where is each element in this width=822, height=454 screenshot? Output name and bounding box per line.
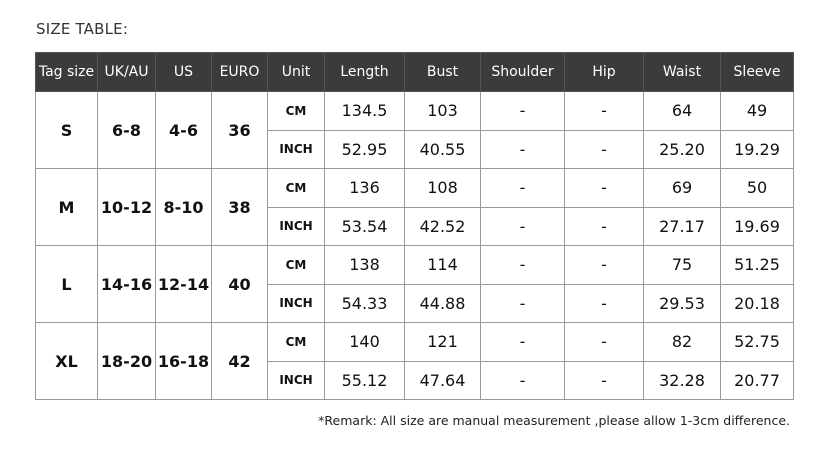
measurement-cell: - — [480, 245, 565, 285]
measurement-cell: 69 — [643, 168, 721, 208]
measurement-cell: 20.77 — [720, 360, 794, 400]
table-row: L 14-16 12-14 40 CM 138 114- -75 51.25 — [35, 245, 794, 323]
size-euro-cell: 36 — [211, 91, 268, 169]
measurement-cell: 114 — [404, 245, 481, 285]
size-tag-cell: S — [35, 91, 98, 169]
unit-cell: CM — [267, 168, 325, 208]
column-header: Bust — [404, 52, 481, 92]
size-tag-cell: M — [35, 168, 98, 246]
measurement-cell: 136 — [324, 168, 405, 208]
measurement-cell: 75 — [643, 245, 721, 285]
size-uk-cell: 6-8 — [97, 91, 156, 169]
measurement-cell: 134.5 — [324, 91, 405, 131]
unit-cell: CM — [267, 245, 325, 285]
size-uk-cell: 14-16 — [97, 245, 156, 323]
measurement-cell: 140 — [324, 322, 405, 362]
measurement-cell: 42.52 — [404, 206, 481, 246]
measurement-cell: - — [564, 360, 644, 400]
size-us-cell: 12-14 — [155, 245, 212, 323]
table-row: INCH 53.54 42.52- -27.17 19.69 — [36, 206, 794, 246]
column-header: Waist — [643, 52, 721, 92]
page-title: SIZE TABLE: — [36, 20, 129, 38]
size-euro-cell: 38 — [211, 168, 268, 246]
measurement-cell: - — [480, 129, 565, 169]
unit-cell: CM — [267, 91, 325, 131]
column-header: US — [155, 52, 212, 92]
column-header: Length — [324, 52, 405, 92]
column-header: UK/AU — [97, 52, 156, 92]
measurement-cell: 54.33 — [324, 283, 405, 323]
unit-cell: INCH — [267, 360, 325, 400]
table-row: INCH 52.95 40.55- -25.20 19.29 — [36, 129, 794, 169]
column-header: EURO — [211, 52, 268, 92]
measurement-cell: 55.12 — [324, 360, 405, 400]
size-table: Tag size UK/AU US EURO Unit Length Bust Shoulde… — [35, 52, 794, 400]
measurement-cell: 50 — [720, 168, 794, 208]
column-header: Hip — [564, 52, 644, 92]
measurement-cell: - — [564, 168, 644, 208]
measurement-cell: 64 — [643, 91, 721, 131]
unit-cell: INCH — [267, 206, 325, 246]
column-header: Tag size — [35, 52, 98, 92]
column-header: Sleeve — [720, 52, 794, 92]
measurement-cell: 19.69 — [720, 206, 794, 246]
measurement-cell: - — [564, 91, 644, 131]
measurement-cell: 52.75 — [720, 322, 794, 362]
measurement-cell: - — [564, 129, 644, 169]
measurement-cell: - — [480, 206, 565, 246]
measurement-cell: - — [564, 322, 644, 362]
measurement-cell: - — [564, 283, 644, 323]
measurement-cell: 27.17 — [643, 206, 721, 246]
table-row: M 10-12 8-10 38 CM 136 108- -69 50 — [35, 168, 794, 246]
measurement-cell: 25.20 — [643, 129, 721, 169]
measurement-cell: 52.95 — [324, 129, 405, 169]
measurement-cell: 108 — [404, 168, 481, 208]
unit-cell: INCH — [267, 283, 325, 323]
size-us-cell: 8-10 — [155, 168, 212, 246]
measurement-cell: 82 — [643, 322, 721, 362]
measurement-cell: 53.54 — [324, 206, 405, 246]
size-uk-cell: 18-20 — [97, 322, 156, 400]
table-row: INCH 55.12 47.64- -32.28 20.77 — [36, 360, 794, 400]
measurement-cell: 47.64 — [404, 360, 481, 400]
size-us-cell: 4-6 — [155, 91, 212, 169]
size-tag-cell: XL — [35, 322, 98, 400]
size-euro-cell: 42 — [211, 322, 268, 400]
table-row: XL 18-20 16-18 42 CM 140 121- -82 52.75 — [35, 322, 794, 400]
measurement-cell: 103 — [404, 91, 481, 131]
measurement-cell: 19.29 — [720, 129, 794, 169]
measurement-cell: - — [480, 168, 565, 208]
size-tag-cell: L — [35, 245, 98, 323]
column-header: Shoulder — [480, 52, 565, 92]
measurement-cell: 138 — [324, 245, 405, 285]
unit-cell: INCH — [267, 129, 325, 169]
unit-cell: CM — [267, 322, 325, 362]
column-header: Unit — [267, 52, 325, 92]
measurement-cell: 29.53 — [643, 283, 721, 323]
measurement-cell: - — [480, 360, 565, 400]
measurement-cell: - — [480, 91, 565, 131]
measurement-cell: 121 — [404, 322, 481, 362]
measurement-cell: 51.25 — [720, 245, 794, 285]
measurement-cell: - — [564, 206, 644, 246]
table-row: INCH 54.33 44.88- -29.53 20.18 — [36, 283, 794, 323]
size-us-cell: 16-18 — [155, 322, 212, 400]
remark-note: *Remark: All size are manual measurement… — [318, 413, 790, 428]
measurement-cell: 32.28 — [643, 360, 721, 400]
measurement-cell: 49 — [720, 91, 794, 131]
size-uk-cell: 10-12 — [97, 168, 156, 246]
measurement-cell: 40.55 — [404, 129, 481, 169]
measurement-cell: - — [480, 322, 565, 362]
measurement-cell: 20.18 — [720, 283, 794, 323]
header-row: Tag size UK/AU US EURO Unit Length Bust Shoulde… — [35, 52, 794, 92]
table-row: S 6-8 4-6 36 CM 134.5 103- -64 49 — [35, 91, 794, 169]
measurement-cell: 44.88 — [404, 283, 481, 323]
size-euro-cell: 40 — [211, 245, 268, 323]
measurement-cell: - — [480, 283, 565, 323]
measurement-cell: - — [564, 245, 644, 285]
